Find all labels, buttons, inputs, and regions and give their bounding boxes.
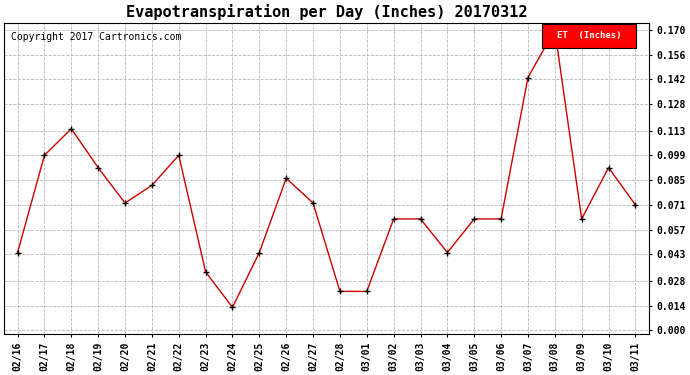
Text: Copyright 2017 Cartronics.com: Copyright 2017 Cartronics.com	[10, 32, 181, 42]
Title: Evapotranspiration per Day (Inches) 20170312: Evapotranspiration per Day (Inches) 2017…	[126, 4, 527, 20]
FancyBboxPatch shape	[542, 24, 636, 48]
Text: ET  (Inches): ET (Inches)	[557, 32, 622, 40]
